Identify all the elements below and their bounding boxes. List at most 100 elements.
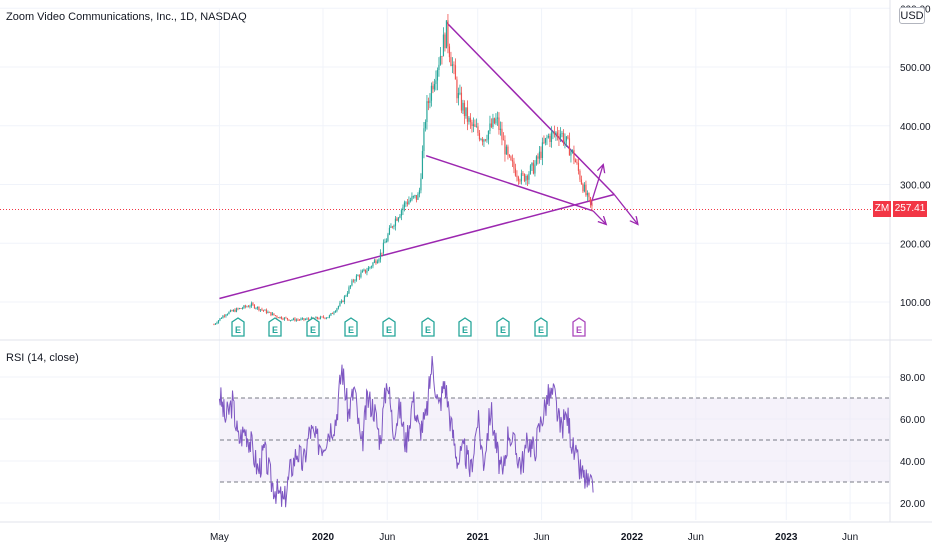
candle-body xyxy=(417,194,419,200)
earnings-marker-shape xyxy=(344,317,358,337)
candle-body xyxy=(225,314,227,317)
candle-body xyxy=(286,318,289,320)
candle-body xyxy=(436,70,439,81)
candle-body xyxy=(429,100,431,103)
candle-body xyxy=(360,272,362,278)
candle-body xyxy=(243,305,245,309)
candle-body xyxy=(393,225,395,227)
candle-body xyxy=(343,296,346,302)
candle-body xyxy=(558,136,560,139)
candle-body xyxy=(399,215,401,218)
candle-body xyxy=(387,234,389,241)
candle-body xyxy=(414,195,416,197)
candle-body xyxy=(355,275,358,281)
candle-body xyxy=(444,34,446,49)
candle-body xyxy=(276,315,278,318)
x-tick-label: Jun xyxy=(688,532,704,543)
candle-body xyxy=(504,140,506,155)
candle-body xyxy=(586,193,589,196)
candle-body xyxy=(258,306,260,311)
candle-body xyxy=(394,218,397,226)
earnings-marker-shape xyxy=(306,317,320,337)
candle-body xyxy=(277,317,280,319)
candle-body xyxy=(342,300,344,302)
price-tag-symbol: ZM xyxy=(873,201,891,217)
candle-body xyxy=(591,203,593,207)
candle-body xyxy=(231,310,233,312)
y-tick-label: 200.00 xyxy=(900,239,931,250)
candle-body xyxy=(564,140,566,143)
candle-body xyxy=(336,308,338,312)
candle-body xyxy=(579,170,581,180)
candle-body xyxy=(535,156,538,165)
price-tag-value: 257.41 xyxy=(893,201,927,217)
candle-body xyxy=(379,252,382,260)
candle-body xyxy=(574,160,577,163)
earnings-marker-shape xyxy=(534,317,548,337)
candle-body xyxy=(324,317,326,319)
candle-body xyxy=(561,132,563,134)
candle-body xyxy=(445,20,448,49)
candle-body xyxy=(456,79,458,99)
candle-body xyxy=(234,309,236,312)
candle-body xyxy=(264,309,266,311)
candle-body xyxy=(283,317,286,320)
candle-body xyxy=(331,313,334,314)
candle-body xyxy=(529,165,532,174)
candle-body xyxy=(351,280,353,286)
candle-body xyxy=(267,311,269,313)
candle-body xyxy=(237,308,239,310)
candle-body xyxy=(274,315,277,316)
rsi-band-layer xyxy=(220,397,890,483)
candle-body xyxy=(294,318,296,321)
candle-body xyxy=(588,193,590,198)
chart-title: Zoom Video Communications, Inc., 1D, NAS… xyxy=(6,11,247,23)
candle-body xyxy=(307,318,310,320)
candle-body xyxy=(255,308,257,309)
candle-body xyxy=(442,34,445,57)
x-tick-label: Jun xyxy=(842,532,858,543)
candle-body xyxy=(385,240,388,243)
candle-body xyxy=(585,184,587,196)
candle-body xyxy=(366,270,368,273)
x-tick-label: 2020 xyxy=(312,532,335,543)
candle-body xyxy=(528,173,530,180)
candle-body xyxy=(403,202,406,208)
candle-body xyxy=(246,306,248,308)
candle-body xyxy=(322,316,325,318)
candle-body xyxy=(534,164,536,174)
candle-body xyxy=(552,131,554,133)
candle-body xyxy=(526,175,529,180)
candle-body xyxy=(565,136,568,141)
currency-button[interactable]: USD xyxy=(899,7,925,24)
candle-body xyxy=(589,197,592,204)
candle-body xyxy=(571,149,574,152)
candle-body xyxy=(427,101,430,103)
earnings-marker: E xyxy=(231,317,245,337)
candle-body xyxy=(406,202,409,205)
candle-body xyxy=(219,318,221,321)
candle-body xyxy=(229,310,232,312)
candle-body xyxy=(550,132,553,143)
candle-body xyxy=(523,174,526,181)
projection-arrow xyxy=(613,194,638,224)
candle-body xyxy=(544,138,547,143)
candle-body xyxy=(289,320,292,321)
candle-body xyxy=(418,190,421,195)
candle-body xyxy=(319,316,322,319)
candle-body xyxy=(531,162,533,166)
candle-body xyxy=(435,80,437,85)
candle-body xyxy=(426,101,428,122)
candle-body xyxy=(570,151,572,156)
candle-body xyxy=(247,306,250,308)
candle-body xyxy=(447,20,449,47)
candle-body xyxy=(373,260,376,263)
earnings-marker: E xyxy=(268,317,282,337)
earnings-marker: E xyxy=(421,317,435,337)
candle-body xyxy=(477,126,479,133)
candle-body xyxy=(333,312,335,314)
candle-body xyxy=(300,318,302,320)
earnings-marker: E xyxy=(534,317,548,337)
